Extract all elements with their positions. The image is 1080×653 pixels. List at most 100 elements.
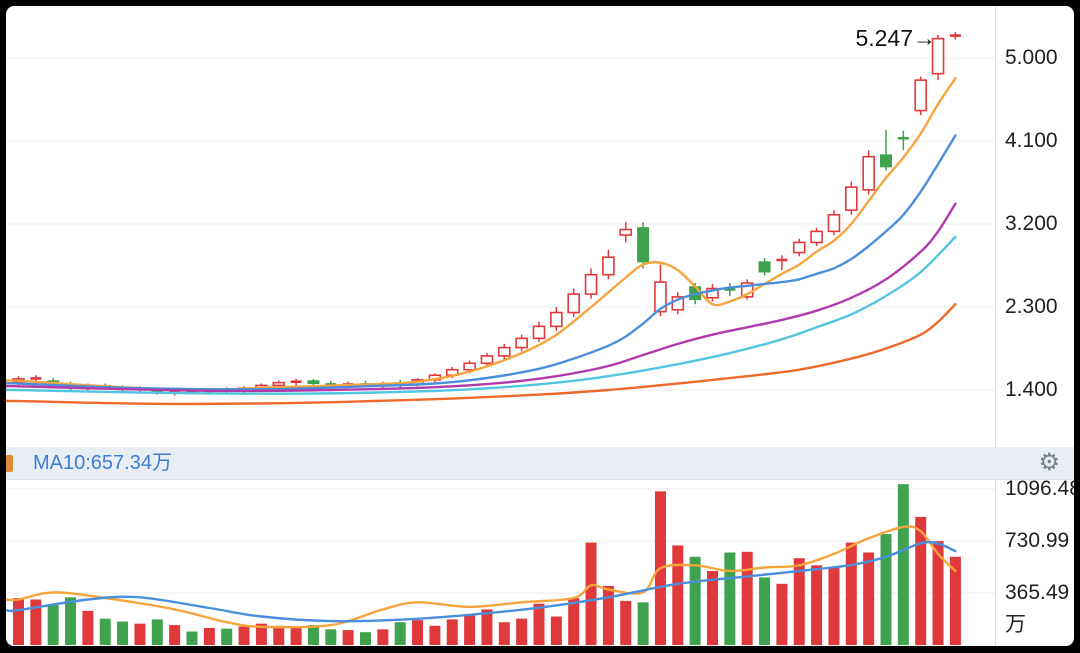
volume-ma-line-vol-ma5 — [6, 525, 957, 629]
volume-bar — [568, 598, 580, 645]
volume-bar — [828, 567, 840, 645]
candle-body-up — [931, 37, 945, 75]
volume-bar — [741, 551, 753, 645]
volume-axis-label: 365.49 — [1005, 581, 1070, 604]
candle-body-up — [272, 381, 286, 387]
candle-body-up — [844, 186, 858, 211]
volume-bar — [394, 622, 406, 645]
price-ma-line-ma5 — [6, 77, 957, 392]
candle-body-up — [480, 355, 494, 365]
candle-body-up — [515, 337, 528, 349]
volume-bar — [117, 621, 129, 645]
volume-bar — [360, 632, 371, 645]
volume-bar — [151, 619, 163, 645]
volume-bar — [307, 625, 319, 645]
volume-bar — [759, 577, 771, 645]
volume-bar — [273, 625, 285, 645]
volume-bar — [602, 585, 614, 645]
volume-bar — [498, 622, 510, 645]
price-ma-line-ma20 — [6, 202, 957, 393]
price-ma-line-ma30 — [6, 235, 957, 395]
volume-bar — [342, 630, 354, 645]
candle-body-up — [602, 256, 615, 276]
price-axis-label: 5.000 — [1005, 46, 1058, 69]
volume-bar — [932, 541, 944, 645]
indicator-toolbar[interactable]: MA10:657.34万 ⚙ — [6, 447, 1074, 480]
price-chart[interactable] — [6, 6, 1074, 447]
volume-bar — [13, 598, 24, 645]
volume-bar — [915, 516, 927, 645]
volume-bar — [221, 628, 233, 645]
volume-bar — [949, 556, 961, 645]
volume-bar — [672, 545, 684, 645]
volume-bar — [533, 603, 545, 645]
volume-bar — [446, 619, 458, 645]
chart-content: 5.247→ MA10:657.34万 ⚙ 5.000 4.100 3.200 2.3… — [6, 6, 1074, 646]
candle-body-down — [637, 227, 650, 263]
candle-body-up — [497, 346, 511, 357]
volume-bar — [776, 583, 788, 645]
volume-bar — [325, 629, 337, 645]
price-axis-label: 4.100 — [1005, 129, 1058, 152]
volume-ma10-label: MA10:657.34万 — [33, 452, 172, 474]
volume-bar — [290, 627, 302, 645]
volume-bar — [585, 542, 597, 645]
volume-ma-line-vol-ma10 — [6, 540, 957, 623]
price-ma-line-ma60 — [6, 303, 957, 406]
volume-bar — [464, 615, 476, 645]
volume-bar — [707, 571, 718, 645]
price-ma-line-ma10 — [6, 134, 957, 391]
volume-bar — [255, 623, 267, 645]
volume-bar — [724, 552, 736, 645]
volume-axis-unit-label: 万 — [1005, 613, 1026, 636]
volume-bar — [516, 618, 528, 645]
volume-bar — [30, 599, 42, 645]
candle-body-up — [862, 155, 875, 191]
candle-body-up — [792, 241, 806, 254]
volume-bar — [793, 558, 805, 645]
volume-bar — [99, 618, 111, 645]
volume-bar — [897, 484, 909, 645]
candle-body-up — [463, 362, 476, 371]
volume-bar — [134, 623, 146, 645]
volume-bar — [238, 626, 250, 645]
volume-bar — [429, 625, 441, 645]
volume-bar — [550, 616, 562, 645]
volume-bar — [412, 620, 424, 645]
candle-body-up — [584, 273, 598, 295]
candle-body-up — [567, 293, 581, 314]
candle-body-up — [532, 325, 546, 340]
volume-bar — [65, 597, 77, 645]
volume-bar — [845, 542, 857, 645]
volume-bar — [880, 534, 892, 645]
volume-bar — [811, 565, 823, 645]
candle-body-up — [550, 311, 563, 328]
volume-bar — [203, 627, 215, 645]
candle-body-up — [654, 281, 667, 313]
volume-bar — [186, 631, 198, 645]
volume-bar — [863, 552, 875, 645]
volume-bar — [169, 625, 181, 645]
candle-body-down — [880, 154, 892, 168]
price-axis-label: 3.200 — [1005, 212, 1058, 235]
candle-body-up — [706, 287, 719, 299]
volume-bar — [481, 609, 493, 645]
volume-chart[interactable] — [6, 480, 1074, 646]
volume-bar — [689, 556, 701, 645]
volume-bar — [377, 629, 389, 645]
volume-bar — [637, 602, 649, 645]
volume-bar — [47, 604, 59, 645]
candle-body-up — [827, 213, 841, 233]
candle-body-up — [810, 230, 823, 244]
settings-gear-icon[interactable]: ⚙ — [1038, 449, 1060, 476]
candle-body-down — [758, 261, 771, 273]
current-price-label: 5.247→ — [855, 25, 936, 51]
clipped-indicator-icon — [6, 455, 13, 472]
volume-bar — [620, 600, 632, 645]
volume-axis-label: 730.99 — [1005, 528, 1070, 552]
candle-body-up — [619, 228, 633, 236]
price-axis-label: 2.300 — [1005, 295, 1058, 318]
candle-body-down — [307, 380, 320, 385]
candle-body-up — [914, 79, 928, 112]
